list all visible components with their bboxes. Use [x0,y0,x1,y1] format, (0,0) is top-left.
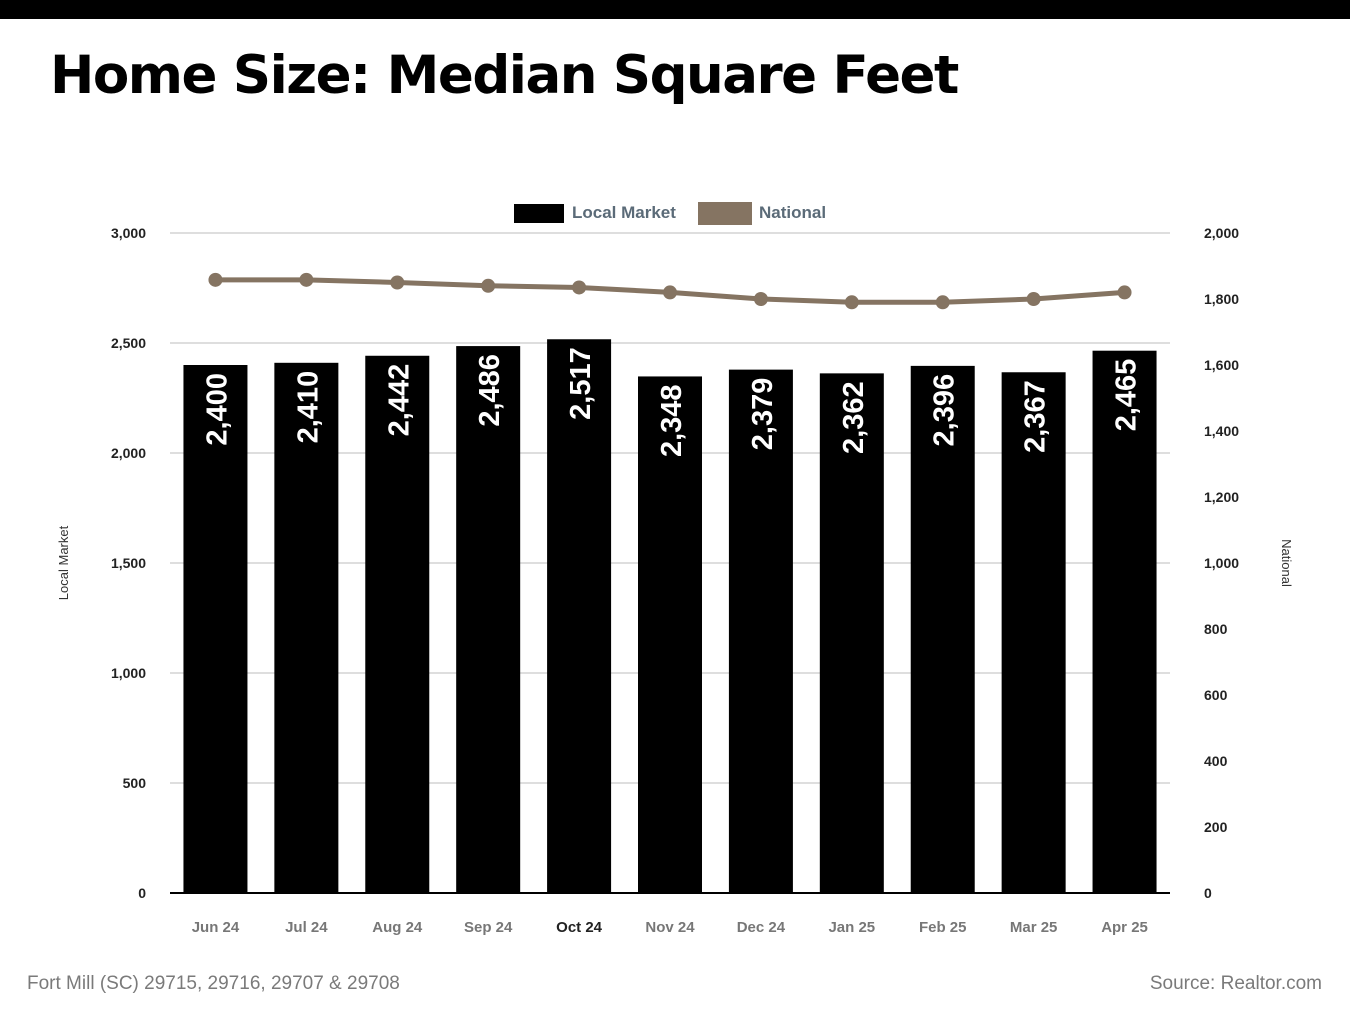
bar [456,346,521,893]
x-tick-label: Dec 24 [737,919,786,936]
bar-data-label: 2,348 [656,384,688,457]
y-tick-label: 2,500 [111,335,146,351]
bar [638,376,702,893]
y2-tick-label: 1,600 [1204,357,1239,373]
bar [274,362,339,893]
national-point [753,292,768,306]
x-tick-label: Apr 25 [1101,919,1148,936]
footer-location: Fort Mill (SC) 29715, 29716, 29707 & 297… [27,973,400,994]
legend-swatch-local [514,204,564,223]
top-bar [0,0,1350,19]
y-tick-label: 3,000 [111,225,146,241]
legend-label-local: Local Market [572,203,676,222]
y-axis-title: Local Market [56,525,71,600]
bar-data-label: 2,396 [929,374,961,447]
y-tick-label: 500 [123,775,147,791]
bar-data-label: 2,442 [383,364,415,437]
line-series [208,272,1132,310]
legend: Local Market National [514,202,826,225]
axes: 0 500 1,000 1,500 2,000 2,500 3,000 0 200 400 600 8… [56,225,1294,936]
bar-data-label: 2,517 [565,347,597,420]
y2-tick-label: 1,000 [1204,555,1239,571]
bar-data-label: 2,379 [747,378,779,451]
bar [819,373,884,893]
national-point [572,280,587,295]
bar-data-label: 2,362 [838,381,870,454]
bar-data-label: 2,486 [474,354,506,427]
bar [547,339,612,893]
page-title: Home Size: Median Square Feet [50,45,959,106]
bar [728,369,793,893]
bar [1001,372,1066,893]
x-tick-label: Jun 24 [192,919,240,936]
bar [365,355,430,893]
national-point [1117,285,1132,300]
y2-tick-label: 2,000 [1204,225,1239,241]
national-point [844,295,859,310]
y-tick-label: 0 [138,885,146,901]
x-tick-label: Aug 24 [372,919,423,936]
bar [910,365,975,893]
legend-label-national: National [759,203,826,222]
national-point [935,295,950,310]
y2-tick-label: 200 [1204,819,1228,835]
chart: 2,400 2,410 2,442 2,486 2,517 2,348 2,379 2,362… [56,202,1294,936]
national-point [1026,292,1041,306]
footer-source: Source: Realtor.com [1149,973,1322,994]
bar-data-label: 2,367 [1020,380,1052,453]
y2-tick-label: 0 [1204,885,1212,901]
y2-tick-label: 1,800 [1204,291,1239,307]
y2-tick-label: 1,400 [1204,423,1239,439]
y2-tick-label: 600 [1204,687,1228,703]
x-tick-label: Nov 24 [645,919,695,936]
national-point [208,272,223,287]
national-point [299,272,314,287]
y-tick-label: 2,000 [111,445,146,461]
x-tick-label: Feb 25 [919,919,967,936]
x-tick-label: Jul 24 [285,919,328,936]
national-point [663,285,677,300]
y2-tick-label: 800 [1204,621,1228,637]
x-tick-label: Jan 25 [828,919,875,936]
x-tick-label: Oct 24 [556,919,603,936]
national-point [390,275,405,290]
bar [183,365,248,893]
legend-swatch-national [698,202,752,225]
y-tick-label: 1,000 [111,665,146,681]
bar-data-label: 2,465 [1111,359,1143,432]
bar-series: 2,400 2,410 2,442 2,486 2,517 2,348 2,379 2,362… [183,339,1157,893]
bar-data-label: 2,410 [292,371,324,444]
y2-tick-label: 1,200 [1204,489,1239,505]
y2-tick-label: 400 [1204,753,1228,769]
x-tick-label: Sep 24 [464,919,513,936]
bar [1092,350,1157,893]
national-point [481,278,496,293]
y-tick-label: 1,500 [111,555,146,571]
x-tick-label: Mar 25 [1010,919,1058,936]
bar-data-label: 2,400 [201,373,233,446]
y2-axis-title: National [1279,539,1294,587]
